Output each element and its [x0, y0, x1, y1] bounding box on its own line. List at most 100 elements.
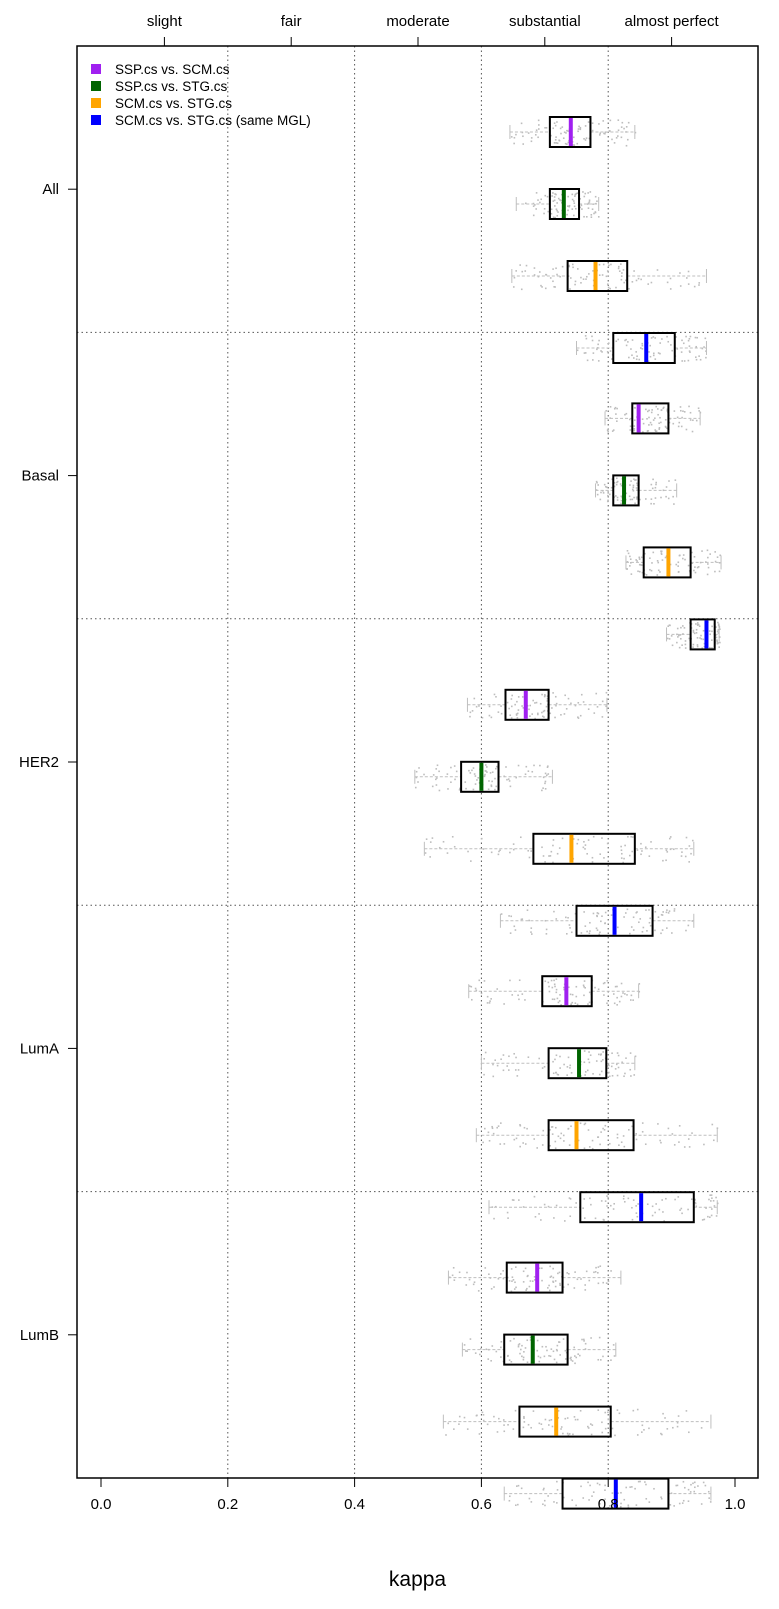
- jitter-point: [570, 1125, 572, 1128]
- jitter-point: [610, 1270, 612, 1272]
- jitter-point: [643, 1429, 645, 1431]
- jitter-point: [579, 1410, 582, 1412]
- jitter-point: [654, 486, 657, 489]
- jitter-point: [591, 861, 594, 863]
- jitter-point: [464, 1350, 467, 1352]
- jitter-point: [604, 1427, 607, 1430]
- jitter-point: [552, 280, 554, 283]
- jitter-point: [610, 914, 613, 916]
- jitter-point: [599, 1502, 601, 1505]
- jitter-point: [583, 994, 585, 997]
- jitter-point: [598, 933, 601, 936]
- jitter-point: [627, 121, 630, 124]
- jitter-point: [629, 429, 632, 431]
- jitter-point: [674, 1198, 676, 1201]
- jitter-point: [688, 845, 691, 847]
- jitter-point: [635, 1212, 638, 1214]
- legend-swatch: [91, 115, 101, 125]
- jitter-point: [564, 1220, 566, 1222]
- jitter-point: [552, 216, 555, 219]
- jitter-point: [533, 1279, 536, 1281]
- jitter-point: [620, 1141, 623, 1144]
- jitter-point: [552, 192, 554, 194]
- jitter-point: [606, 429, 609, 432]
- jitter-point: [634, 479, 636, 481]
- jitter-point: [632, 1409, 635, 1412]
- jitter-point: [491, 1206, 494, 1208]
- jitter-point: [476, 779, 478, 781]
- x-tick-label: 1.0: [725, 1496, 746, 1513]
- jitter-point: [680, 409, 682, 412]
- jitter-point: [661, 559, 664, 561]
- jitter-point: [531, 1280, 534, 1283]
- jitter-point: [598, 263, 601, 266]
- jitter-point: [699, 561, 702, 564]
- jitter-point: [544, 694, 546, 697]
- jitter-point: [511, 705, 513, 708]
- jitter-point: [681, 1212, 683, 1215]
- jitter-point: [705, 1207, 707, 1209]
- jitter-point: [666, 927, 668, 929]
- jitter-point: [681, 644, 683, 646]
- jitter-point: [684, 647, 687, 649]
- jitter-point: [615, 413, 617, 415]
- jitter-point: [715, 1215, 718, 1217]
- jitter-point: [574, 280, 577, 283]
- jitter-point: [655, 1203, 657, 1205]
- jitter-point: [650, 569, 653, 572]
- jitter-points: [414, 119, 722, 1509]
- jitter-point: [679, 634, 682, 636]
- jitter-point: [630, 1075, 632, 1077]
- jitter-point: [568, 1272, 570, 1275]
- jitter-point: [638, 983, 641, 985]
- jitter-point: [648, 855, 651, 857]
- jitter-point: [517, 1069, 520, 1071]
- jitter-point: [601, 716, 604, 718]
- jitter-point: [508, 1499, 511, 1502]
- jitter-point: [553, 142, 556, 144]
- jitter-point: [602, 263, 605, 266]
- jitter-point: [633, 478, 635, 480]
- jitter-point: [556, 1344, 559, 1347]
- jitter-point: [648, 909, 650, 911]
- jitter-point: [584, 1122, 587, 1125]
- jitter-point: [710, 1194, 713, 1196]
- jitter-point: [530, 137, 533, 139]
- jitter-point: [453, 845, 456, 848]
- jitter-point: [640, 853, 642, 856]
- jitter-point: [584, 848, 586, 850]
- jitter-point: [616, 1052, 619, 1054]
- jitter-point: [541, 789, 543, 792]
- jitter-point: [628, 356, 630, 359]
- jitter-point: [541, 1267, 543, 1270]
- jitter-point: [678, 554, 681, 557]
- jitter-point: [481, 716, 484, 719]
- jitter-point: [636, 482, 638, 485]
- jitter-point: [553, 286, 555, 288]
- jitter-point: [539, 201, 541, 204]
- jitter-point: [592, 835, 595, 838]
- jitter-point: [664, 418, 667, 421]
- jitter-point: [497, 1277, 500, 1280]
- jitter-point: [480, 1347, 482, 1350]
- jitter-point: [714, 634, 717, 637]
- jitter-point: [585, 137, 588, 139]
- jitter-point: [522, 1206, 525, 1208]
- jitter-point: [617, 119, 620, 121]
- box: [642, 546, 692, 579]
- jitter-point: [600, 1200, 603, 1202]
- jitter-point: [610, 486, 613, 489]
- jitter-point: [620, 852, 623, 855]
- box: [579, 1191, 695, 1224]
- jitter-point: [573, 205, 576, 208]
- jitter-point: [614, 1068, 617, 1070]
- jitter-point: [696, 644, 699, 646]
- jitter-point: [425, 838, 428, 840]
- jitter-point: [507, 1423, 509, 1426]
- jitter-point: [635, 1138, 638, 1141]
- jitter-point: [676, 641, 678, 644]
- jitter-point: [574, 1362, 576, 1365]
- jitter-point: [609, 350, 612, 352]
- jitter-point: [697, 566, 700, 568]
